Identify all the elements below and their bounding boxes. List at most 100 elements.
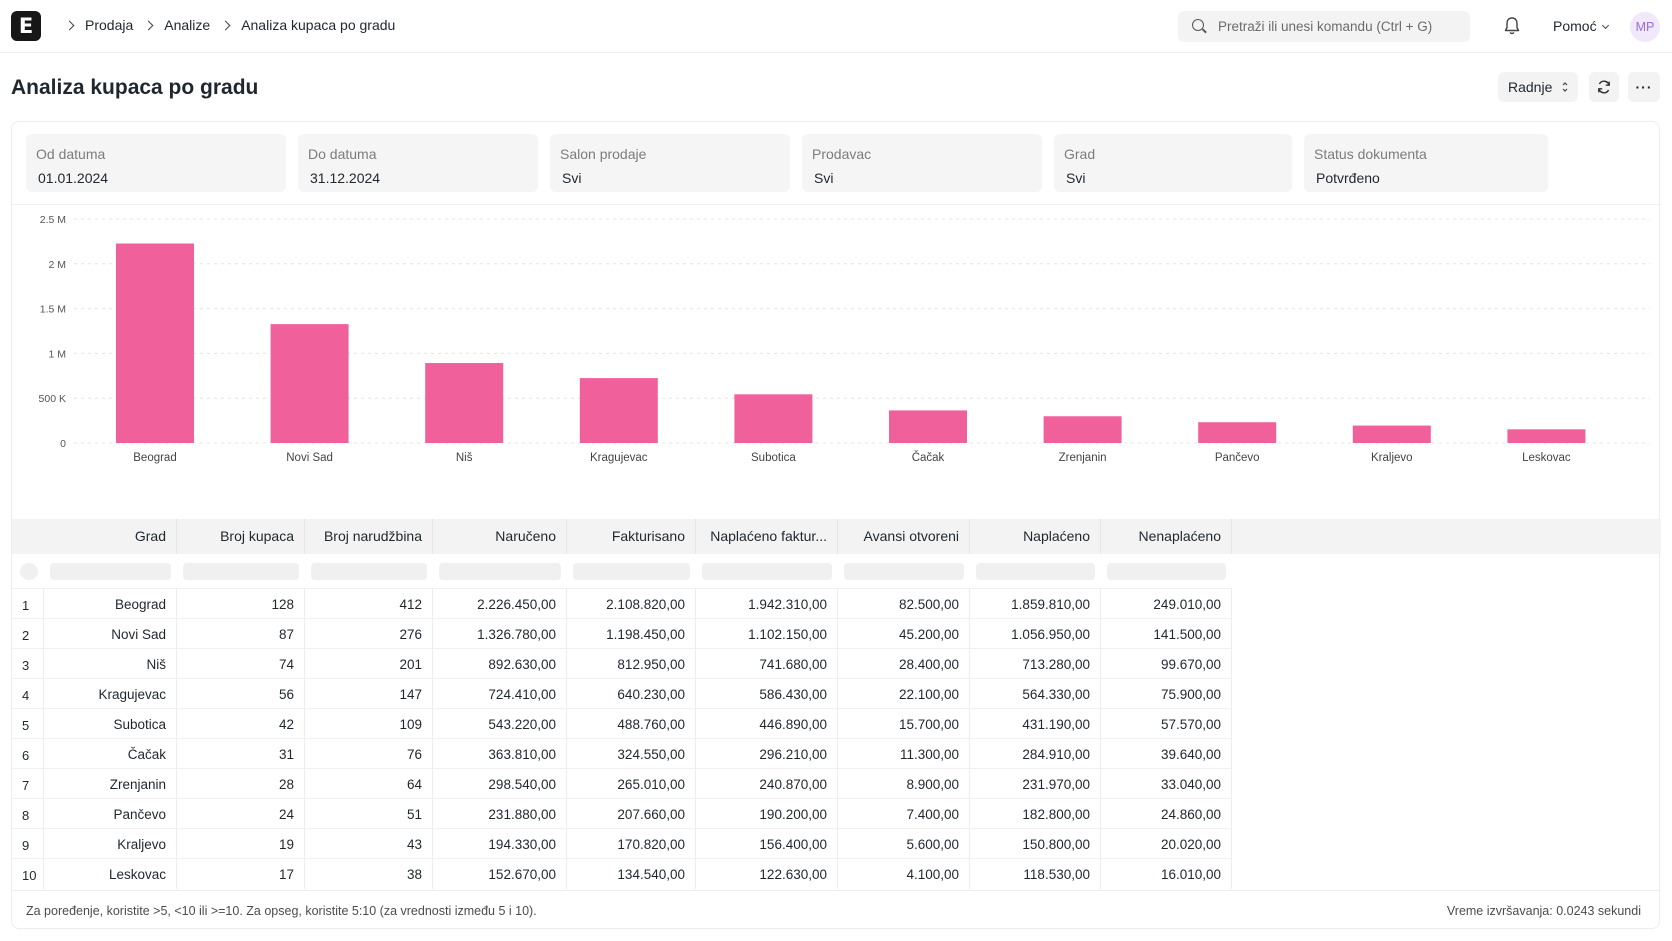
table-cell[interactable]: 42 xyxy=(177,709,305,739)
table-cell[interactable]: 33.040,00 xyxy=(1101,769,1232,799)
cell-grad[interactable]: Leskovac xyxy=(44,859,177,889)
table-cell[interactable]: 812.950,00 xyxy=(567,649,696,679)
column-header[interactable]: Naplaćeno xyxy=(970,519,1101,554)
cell-grad[interactable]: Subotica xyxy=(44,709,177,739)
table-cell[interactable]: 56 xyxy=(177,679,305,709)
column-header[interactable]: Naplaćeno faktur... xyxy=(696,519,838,554)
table-row[interactable]: 7 Zrenjanin 28 64 298.540,00 265.010,00 240.87… xyxy=(12,768,1232,799)
table-row[interactable]: 6 Čačak 31 76 363.810,00 324.550,00 296.210,00… xyxy=(12,738,1232,769)
table-cell[interactable]: 586.430,00 xyxy=(696,679,838,709)
filter-status-dokumenta[interactable]: Status dokumenta Potvrđeno xyxy=(1304,134,1548,192)
filter-do-datuma[interactable]: Do datuma 31.12.2024 xyxy=(298,134,538,192)
filter-prodavac[interactable]: Prodavac Svi xyxy=(802,134,1042,192)
column-filter-input[interactable] xyxy=(183,563,299,580)
column-header[interactable]: Nenaplaćeno xyxy=(1101,519,1232,554)
table-cell[interactable]: 564.330,00 xyxy=(970,679,1101,709)
table-cell[interactable]: 74 xyxy=(177,649,305,679)
table-cell[interactable]: 276 xyxy=(305,619,433,649)
table-cell[interactable]: 64 xyxy=(305,769,433,799)
table-cell[interactable]: 1.942.310,00 xyxy=(696,589,838,619)
table-cell[interactable]: 446.890,00 xyxy=(696,709,838,739)
table-cell[interactable]: 265.010,00 xyxy=(567,769,696,799)
table-cell[interactable]: 128 xyxy=(177,589,305,619)
column-filter-input[interactable] xyxy=(50,563,171,580)
filter-grad[interactable]: Grad Svi xyxy=(1054,134,1292,192)
table-row[interactable]: 5 Subotica 42 109 543.220,00 488.760,00 446.89… xyxy=(12,708,1232,739)
table-cell[interactable]: 1.056.950,00 xyxy=(970,619,1101,649)
table-cell[interactable]: 207.660,00 xyxy=(567,799,696,829)
bar-3[interactable] xyxy=(425,363,504,443)
table-cell[interactable]: 152.670,00 xyxy=(433,859,567,889)
table-cell[interactable]: 724.410,00 xyxy=(433,679,567,709)
cell-grad[interactable]: Novi Sad xyxy=(44,619,177,649)
table-cell[interactable]: 147 xyxy=(305,679,433,709)
table-cell[interactable]: 15.700,00 xyxy=(838,709,970,739)
cell-grad[interactable]: Čačak xyxy=(44,739,177,769)
table-cell[interactable]: 141.500,00 xyxy=(1101,619,1232,649)
bar-2[interactable] xyxy=(270,324,349,443)
table-cell[interactable]: 892.630,00 xyxy=(433,649,567,679)
cell-grad[interactable]: Zrenjanin xyxy=(44,769,177,799)
table-cell[interactable]: 76 xyxy=(305,739,433,769)
cell-grad[interactable]: Pančevo xyxy=(44,799,177,829)
table-cell[interactable]: 249.010,00 xyxy=(1101,589,1232,619)
column-header[interactable]: Fakturisano xyxy=(567,519,696,554)
table-cell[interactable]: 31 xyxy=(177,739,305,769)
column-filter-input[interactable] xyxy=(702,563,832,580)
table-cell[interactable]: 182.800,00 xyxy=(970,799,1101,829)
avatar[interactable]: MP xyxy=(1630,12,1660,42)
table-cell[interactable]: 134.540,00 xyxy=(567,859,696,889)
table-cell[interactable]: 1.859.810,00 xyxy=(970,589,1101,619)
table-cell[interactable]: 201 xyxy=(305,649,433,679)
table-cell[interactable]: 298.540,00 xyxy=(433,769,567,799)
table-cell[interactable]: 17 xyxy=(177,859,305,889)
table-cell[interactable]: 24.860,00 xyxy=(1101,799,1232,829)
table-cell[interactable]: 87 xyxy=(177,619,305,649)
table-cell[interactable]: 11.300,00 xyxy=(838,739,970,769)
table-row[interactable]: 2 Novi Sad 87 276 1.326.780,00 1.198.450,00 1.… xyxy=(12,618,1232,649)
table-row[interactable]: 8 Pančevo 24 51 231.880,00 207.660,00 190.200,… xyxy=(12,798,1232,829)
table-row[interactable]: 1 Beograd 128 412 2.226.450,00 2.108.820,00 1.… xyxy=(12,588,1232,619)
table-cell[interactable]: 1.102.150,00 xyxy=(696,619,838,649)
table-cell[interactable]: 19 xyxy=(177,829,305,859)
bar-9[interactable] xyxy=(1352,425,1431,443)
table-cell[interactable]: 1.326.780,00 xyxy=(433,619,567,649)
table-cell[interactable]: 431.190,00 xyxy=(970,709,1101,739)
table-cell[interactable]: 28.400,00 xyxy=(838,649,970,679)
table-cell[interactable]: 38 xyxy=(305,859,433,889)
table-cell[interactable]: 24 xyxy=(177,799,305,829)
bell-icon[interactable] xyxy=(1503,16,1521,36)
table-cell[interactable]: 75.900,00 xyxy=(1101,679,1232,709)
column-filter-input[interactable] xyxy=(439,563,561,580)
table-cell[interactable]: 194.330,00 xyxy=(433,829,567,859)
table-cell[interactable]: 28 xyxy=(177,769,305,799)
table-cell[interactable]: 231.880,00 xyxy=(433,799,567,829)
breadcrumb-analize[interactable]: Analize xyxy=(164,17,211,33)
filter-salon-prodaje[interactable]: Salon prodaje Svi xyxy=(550,134,790,192)
table-cell[interactable]: 284.910,00 xyxy=(970,739,1101,769)
bar-4[interactable] xyxy=(579,378,658,443)
table-cell[interactable]: 2.226.450,00 xyxy=(433,589,567,619)
column-header[interactable]: Grad xyxy=(44,519,177,554)
cell-grad[interactable]: Kragujevac xyxy=(44,679,177,709)
table-cell[interactable]: 43 xyxy=(305,829,433,859)
table-cell[interactable]: 122.630,00 xyxy=(696,859,838,889)
table-cell[interactable]: 16.010,00 xyxy=(1101,859,1232,889)
table-cell[interactable]: 45.200,00 xyxy=(838,619,970,649)
table-cell[interactable]: 741.680,00 xyxy=(696,649,838,679)
column-filter-input[interactable] xyxy=(311,563,427,580)
column-filter-input[interactable] xyxy=(573,563,690,580)
table-cell[interactable]: 156.400,00 xyxy=(696,829,838,859)
bar-1[interactable] xyxy=(116,243,194,443)
column-header[interactable]: Broj narudžbina xyxy=(305,519,433,554)
table-cell[interactable]: 150.800,00 xyxy=(970,829,1101,859)
search-bar[interactable] xyxy=(1178,11,1470,42)
table-cell[interactable]: 488.760,00 xyxy=(567,709,696,739)
column-filter-input[interactable] xyxy=(1107,563,1226,580)
cell-grad[interactable]: Niš xyxy=(44,649,177,679)
table-row[interactable]: 4 Kragujevac 56 147 724.410,00 640.230,00 586.… xyxy=(12,678,1232,709)
refresh-button[interactable] xyxy=(1589,72,1619,102)
table-cell[interactable]: 640.230,00 xyxy=(567,679,696,709)
column-header[interactable]: Avansi otvoreni xyxy=(838,519,970,554)
breadcrumb-current[interactable]: Analiza kupaca po gradu xyxy=(241,17,396,33)
